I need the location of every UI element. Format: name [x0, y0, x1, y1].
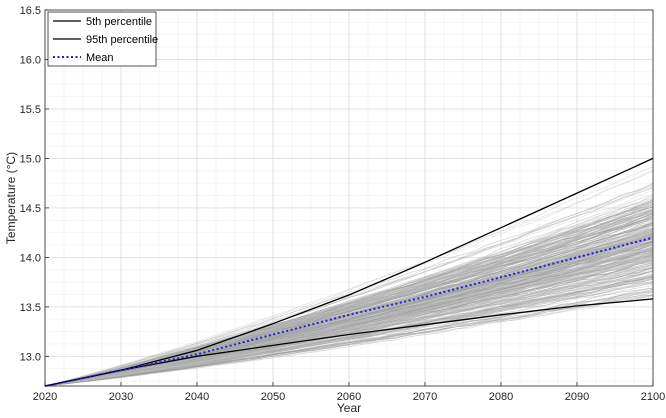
ensemble-line — [44, 207, 654, 387]
y-tick-label: 13.0 — [20, 351, 41, 363]
ensemble-line — [44, 240, 654, 387]
ensemble-line — [44, 185, 654, 387]
legend: 5th percentile 95th percentile Mean — [47, 11, 158, 67]
ensemble-line — [44, 264, 654, 387]
x-tick-label: 2070 — [413, 391, 437, 403]
ensemble-line — [44, 278, 654, 387]
x-tick-label: 2060 — [337, 391, 361, 403]
ensemble-line — [44, 237, 654, 387]
series-line-95th-percentile — [44, 157, 654, 387]
ensemble-line — [44, 259, 654, 387]
legend-label-95th-percentile: 95th percentile — [86, 34, 158, 46]
y-tick-label: 15.0 — [20, 153, 41, 165]
y-tick-label: 16.0 — [20, 54, 41, 66]
x-tick-label: 2080 — [489, 391, 513, 403]
ensemble-line — [44, 209, 654, 387]
x-tick-label: 2040 — [185, 391, 209, 403]
series-lines — [44, 157, 654, 387]
ensemble-line — [44, 183, 654, 387]
x-tick-label: 2020 — [33, 391, 57, 403]
ensemble-line — [44, 187, 654, 387]
ensemble-line — [44, 199, 654, 387]
legend-label-mean: Mean — [86, 52, 114, 64]
x-axis: 2020 2030 2040 2050 2060 2070 2080 2090 2100 — [33, 382, 665, 403]
x-tick-label: 2090 — [565, 391, 589, 403]
legend-label-5th-percentile: 5th percentile — [86, 16, 152, 28]
y-tick-label: 15.5 — [20, 104, 41, 116]
ensemble-line — [44, 255, 654, 387]
ensemble-line — [44, 171, 654, 387]
ensemble-line — [44, 277, 654, 387]
y-tick-label: 16.5 — [20, 5, 41, 17]
ensemble-line — [44, 169, 654, 387]
x-tick-label: 2050 — [261, 391, 285, 403]
series-line-mean — [44, 236, 654, 387]
ensemble-line — [44, 256, 654, 387]
series-line-5th-percentile — [44, 298, 654, 387]
ensemble-line — [44, 287, 654, 387]
ensemble-line — [44, 295, 654, 387]
ensemble-line — [44, 289, 654, 387]
y-tick-label: 14.5 — [20, 203, 41, 215]
x-axis-title: Year — [337, 401, 361, 415]
y-tick-label: 14.0 — [20, 252, 41, 264]
y-axis-title: Temperature (°C) — [4, 152, 18, 244]
ensemble-lines — [44, 166, 654, 387]
y-axis: 13.0 13.5 14.0 14.5 15.0 15.5 16.0 16.5 — [20, 5, 49, 363]
y-tick-label: 13.5 — [20, 302, 41, 314]
x-tick-label: 2030 — [109, 391, 133, 403]
x-tick-label: 2100 — [641, 391, 665, 403]
